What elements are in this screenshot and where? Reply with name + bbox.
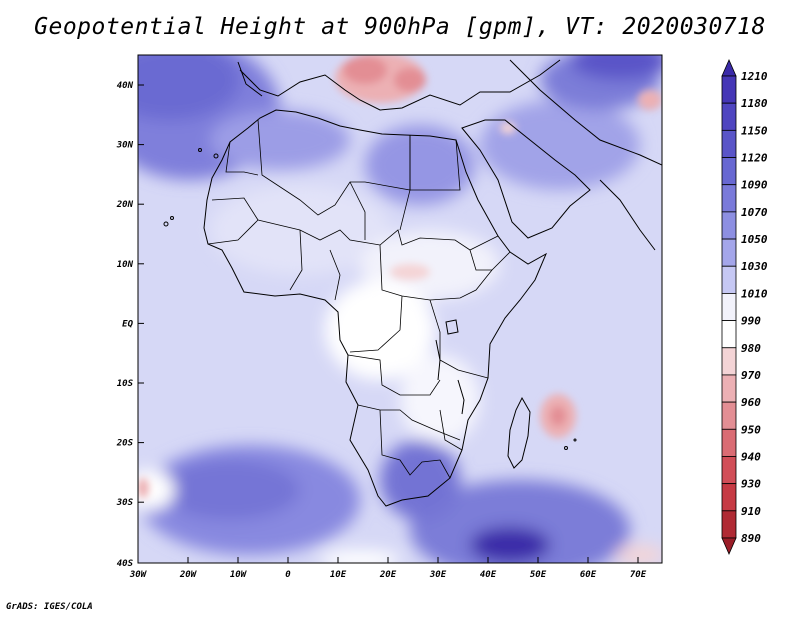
lat-label: 40N [117,81,134,91]
colorbar-swatch [721,374,737,403]
lon-label: 10W [230,570,248,580]
colorbar-label: 1210 [741,70,768,83]
arabia-coastline [461,119,591,239]
lat-label: 40S [117,559,134,569]
colorbar-label: 980 [741,342,761,355]
colorbar-swatch [721,265,737,294]
colorbar-swatch [721,184,737,213]
colorbar-label: 1180 [741,97,768,110]
colorbar-label: 890 [741,532,761,545]
colorbar-swatch [721,483,737,512]
colorbar-swatch [721,401,737,430]
colorbar-swatch [721,320,737,349]
lon-label: 0 [285,570,291,580]
lat-label: 30S [116,498,134,508]
footer-credit: GrADS: IGES/COLA [6,602,93,612]
colorbar-swatch [721,347,737,376]
colorbar-swatch [721,510,737,539]
lat-label: 20S [116,439,134,449]
blob-indian-south [410,480,630,563]
lon-label: 60E [580,570,597,580]
lat-label: 10N [117,260,134,270]
colorbar-label: 990 [741,315,761,328]
colorbar-bottom-triangle [721,537,737,555]
colorbar-label: 1150 [741,124,768,137]
colorbar-swatch [721,238,737,267]
colorbar-label: 1070 [741,206,768,219]
plot-frame [137,54,663,564]
chart-title: Geopotential Height at 900hPa [gpm], VT:… [34,14,766,40]
colorbar-swatch [721,75,737,104]
colorbar-label: 910 [741,505,761,518]
colorbar-label: 1010 [741,287,768,300]
lat-label: 20N [116,200,134,210]
coastlines [163,59,662,507]
lon-label: 30W [129,570,148,580]
colorbar-label: 1030 [741,260,768,273]
lon-label: 50E [530,570,547,580]
colorbar-swatch [721,428,737,457]
lon-label: 30E [429,570,447,580]
colorbar-swatch [721,211,737,240]
colorbar-swatch [721,456,737,485]
madagascar-coastline [507,396,531,469]
colorbar-swatch [721,102,737,131]
colorbar: 1210 1180 1150 1120 1090 1070 1050 1030 1010 990 9… [721,59,768,555]
colorbar-top-triangle [721,59,737,77]
colorbar-label: 1090 [741,179,768,192]
lon-label: 20W [179,570,198,580]
lake-tanganyika [435,339,441,381]
lat-label: 10S [117,379,134,389]
colorbar-label: 950 [741,423,761,436]
lon-label: 40E [480,570,497,580]
lon-label: 70E [630,570,647,580]
lat-label: EQ [122,319,133,329]
lat-label: 30N [116,141,134,151]
colorbar-label: 970 [741,369,761,382]
europe-coastline [239,59,561,111]
lon-label: 20E [379,570,397,580]
colorbar-label: 1120 [741,152,768,165]
colorbar-swatch [721,293,737,321]
lon-label: 10E [330,570,347,580]
colorbar-label: 1050 [741,233,768,246]
colorbar-swatch [721,129,737,158]
africa-coastline [203,109,548,507]
colorbar-swatch [721,157,737,186]
height-field [138,55,662,563]
country-borders [207,119,511,479]
lake-victoria [445,319,459,335]
colorbar-label: 940 [741,450,761,463]
lake-malawi [457,379,465,415]
colorbar-label: 960 [741,396,761,409]
colorbar-label: 930 [741,478,761,491]
